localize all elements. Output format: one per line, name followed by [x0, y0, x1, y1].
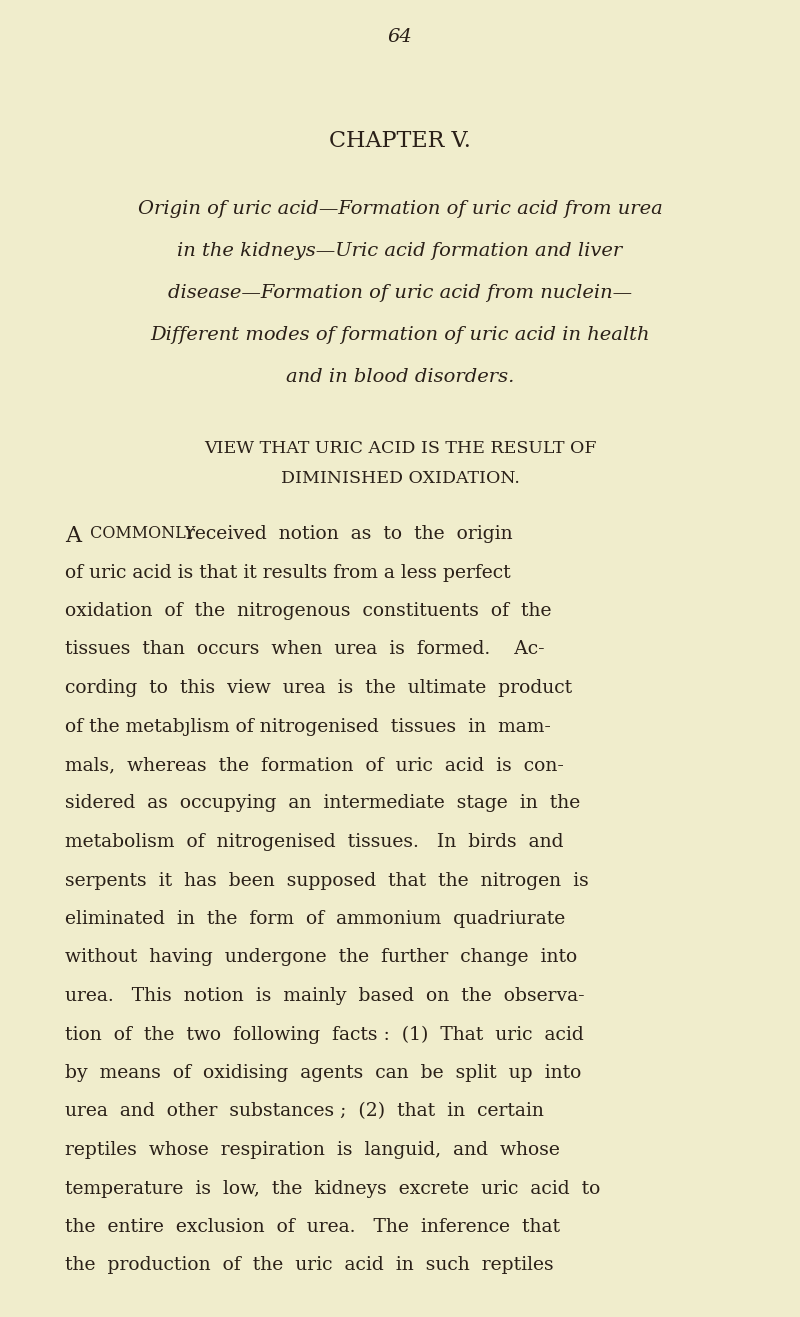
Text: Different modes of formation of uric acid in health: Different modes of formation of uric aci…: [150, 327, 650, 344]
Text: cording  to  this  view  urea  is  the  ultimate  product: cording to this view urea is the ultimat…: [65, 680, 572, 697]
Text: received  notion  as  to  the  origin: received notion as to the origin: [180, 525, 513, 543]
Text: 64: 64: [388, 28, 412, 46]
Text: CHAPTER V.: CHAPTER V.: [329, 130, 471, 151]
Text: and in blood disorders.: and in blood disorders.: [286, 367, 514, 386]
Text: VIEW THAT URIC ACID IS THE RESULT OF: VIEW THAT URIC ACID IS THE RESULT OF: [204, 440, 596, 457]
Text: the  entire  exclusion  of  urea.   The  inference  that: the entire exclusion of urea. The infere…: [65, 1218, 560, 1235]
Text: in the kidneys—Uric acid formation and liver: in the kidneys—Uric acid formation and l…: [178, 242, 622, 259]
Text: of the metabȷlism of nitrogenised  tissues  in  mam-: of the metabȷlism of nitrogenised tissue…: [65, 718, 551, 735]
Text: DIMINISHED OXIDATION.: DIMINISHED OXIDATION.: [281, 470, 519, 487]
Text: sidered  as  occupying  an  intermediate  stage  in  the: sidered as occupying an intermediate sta…: [65, 794, 580, 813]
Text: serpents  it  has  been  supposed  that  the  nitrogen  is: serpents it has been supposed that the n…: [65, 872, 589, 889]
Text: Origin of uric acid—Formation of uric acid from urea: Origin of uric acid—Formation of uric ac…: [138, 200, 662, 219]
Text: metabolism  of  nitrogenised  tissues.   In  birds  and: metabolism of nitrogenised tissues. In b…: [65, 832, 563, 851]
Text: mals,  whereas  the  formation  of  uric  acid  is  con-: mals, whereas the formation of uric acid…: [65, 756, 564, 774]
Text: reptiles  whose  respiration  is  languid,  and  whose: reptiles whose respiration is languid, a…: [65, 1141, 560, 1159]
Text: tion  of  the  two  following  facts :  (1)  That  uric  acid: tion of the two following facts : (1) Th…: [65, 1026, 584, 1044]
Text: without  having  undergone  the  further  change  into: without having undergone the further cha…: [65, 948, 578, 967]
Text: COMMONLY: COMMONLY: [85, 525, 195, 543]
Text: the  production  of  the  uric  acid  in  such  reptiles: the production of the uric acid in such …: [65, 1256, 554, 1275]
Text: eliminated  in  the  form  of  ammonium  quadriurate: eliminated in the form of ammonium quadr…: [65, 910, 566, 928]
Text: oxidation  of  the  nitrogenous  constituents  of  the: oxidation of the nitrogenous constituent…: [65, 602, 551, 620]
Text: disease—Formation of uric acid from nuclein—: disease—Formation of uric acid from nucl…: [168, 284, 632, 302]
Text: urea  and  other  substances ;  (2)  that  in  certain: urea and other substances ; (2) that in …: [65, 1102, 544, 1121]
Text: A: A: [65, 525, 81, 547]
Text: temperature  is  low,  the  kidneys  excrete  uric  acid  to: temperature is low, the kidneys excrete …: [65, 1180, 600, 1197]
Text: urea.   This  notion  is  mainly  based  on  the  observa-: urea. This notion is mainly based on the…: [65, 986, 585, 1005]
Text: by  means  of  oxidising  agents  can  be  split  up  into: by means of oxidising agents can be spli…: [65, 1064, 582, 1083]
Text: tissues  than  occurs  when  urea  is  formed.    Ac-: tissues than occurs when urea is formed.…: [65, 640, 545, 658]
Text: of uric acid is that it results from a less perfect: of uric acid is that it results from a l…: [65, 564, 510, 582]
